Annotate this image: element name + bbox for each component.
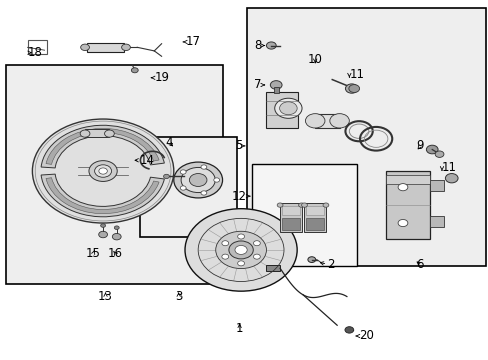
Circle shape	[89, 161, 117, 181]
Circle shape	[222, 241, 228, 246]
Bar	[385, 171, 429, 239]
Bar	[251, 164, 356, 266]
Wedge shape	[46, 129, 159, 165]
Circle shape	[213, 178, 219, 182]
Circle shape	[344, 327, 353, 333]
Circle shape	[426, 145, 437, 154]
Text: 3: 3	[175, 290, 182, 303]
Wedge shape	[46, 178, 159, 214]
Text: 15: 15	[86, 247, 101, 260]
Circle shape	[163, 174, 169, 179]
Circle shape	[323, 203, 328, 207]
Bar	[280, 203, 301, 232]
Wedge shape	[41, 174, 164, 217]
Text: 2: 2	[327, 258, 334, 271]
Bar	[246, 8, 485, 266]
Circle shape	[99, 231, 107, 238]
Circle shape	[114, 226, 119, 229]
Circle shape	[305, 114, 325, 128]
Circle shape	[237, 234, 244, 239]
Text: 7: 7	[254, 78, 261, 91]
Circle shape	[112, 233, 121, 240]
Circle shape	[80, 130, 90, 137]
Circle shape	[253, 241, 260, 246]
Text: 4: 4	[165, 136, 172, 149]
Text: 13: 13	[98, 290, 113, 303]
Circle shape	[307, 257, 315, 262]
Circle shape	[122, 44, 130, 50]
Text: 16: 16	[107, 247, 122, 260]
Bar	[315, 114, 339, 128]
Circle shape	[397, 220, 407, 226]
Bar	[27, 40, 47, 54]
Circle shape	[173, 162, 222, 198]
Text: 8: 8	[254, 39, 261, 52]
Bar	[85, 129, 109, 137]
Circle shape	[266, 42, 276, 49]
Circle shape	[131, 68, 138, 73]
Circle shape	[434, 151, 443, 157]
Bar	[429, 180, 444, 191]
Circle shape	[279, 102, 297, 115]
Bar	[5, 65, 222, 284]
Text: 20: 20	[358, 329, 373, 342]
Circle shape	[181, 167, 215, 193]
Text: 12: 12	[231, 190, 246, 203]
Text: 19: 19	[154, 71, 169, 84]
Circle shape	[99, 168, 107, 174]
Bar	[87, 42, 124, 52]
Circle shape	[235, 246, 246, 255]
Bar	[140, 137, 237, 237]
Bar	[282, 218, 299, 230]
Text: 11: 11	[441, 161, 456, 174]
Bar	[282, 206, 299, 215]
Text: 9: 9	[415, 139, 423, 152]
Circle shape	[348, 85, 359, 93]
Circle shape	[189, 174, 206, 186]
Bar	[429, 216, 444, 226]
Bar	[273, 87, 278, 93]
Bar	[266, 265, 280, 271]
Circle shape	[301, 203, 307, 207]
Bar	[266, 92, 298, 128]
Text: 5: 5	[234, 139, 242, 152]
Circle shape	[215, 231, 266, 269]
Circle shape	[101, 224, 105, 227]
Circle shape	[298, 203, 304, 207]
Circle shape	[180, 170, 186, 174]
Circle shape	[180, 186, 186, 190]
Text: 17: 17	[185, 35, 201, 49]
Circle shape	[445, 174, 457, 183]
Circle shape	[345, 84, 357, 93]
Text: 10: 10	[307, 53, 322, 66]
Circle shape	[222, 254, 228, 259]
Circle shape	[94, 165, 111, 177]
Text: 14: 14	[140, 154, 154, 167]
Bar	[304, 203, 325, 232]
Text: 11: 11	[348, 68, 364, 81]
Circle shape	[104, 130, 114, 137]
Text: 6: 6	[415, 258, 423, 271]
Bar	[385, 175, 429, 184]
Wedge shape	[41, 125, 164, 168]
Circle shape	[329, 114, 348, 128]
Circle shape	[237, 261, 244, 266]
Circle shape	[81, 44, 89, 50]
Bar	[306, 206, 324, 215]
Circle shape	[397, 184, 407, 191]
Circle shape	[277, 203, 283, 207]
Text: 18: 18	[27, 46, 42, 59]
Circle shape	[228, 241, 253, 259]
Circle shape	[253, 254, 260, 259]
Circle shape	[184, 209, 297, 291]
Bar	[306, 218, 324, 230]
Circle shape	[201, 165, 206, 169]
Circle shape	[201, 191, 206, 195]
Text: 1: 1	[235, 322, 243, 335]
Circle shape	[32, 119, 173, 223]
Circle shape	[274, 98, 302, 118]
Circle shape	[270, 81, 282, 89]
